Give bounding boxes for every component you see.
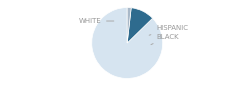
- Wedge shape: [127, 8, 131, 43]
- Text: HISPANIC: HISPANIC: [149, 25, 188, 35]
- Wedge shape: [92, 8, 163, 79]
- Wedge shape: [127, 8, 153, 43]
- Text: BLACK: BLACK: [151, 34, 179, 45]
- Text: WHITE: WHITE: [78, 18, 114, 24]
